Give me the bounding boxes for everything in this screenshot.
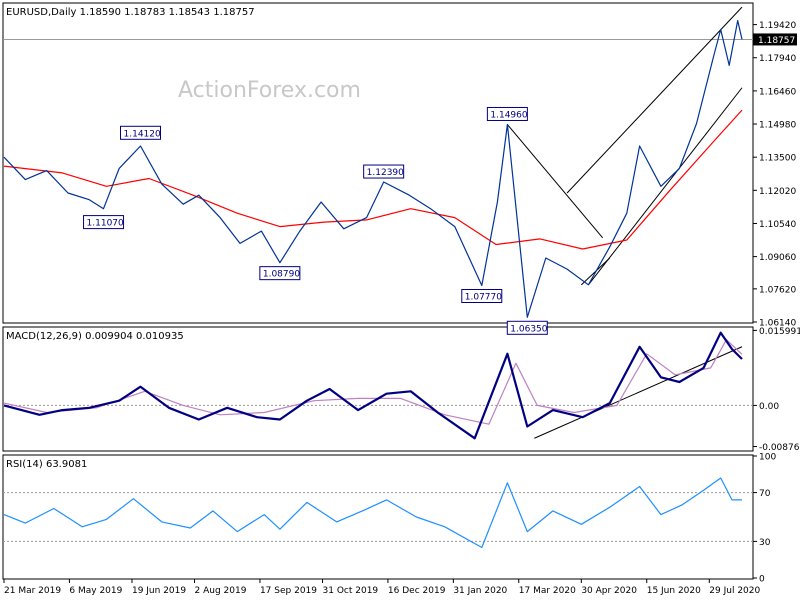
y-tick-label: 100 (759, 453, 776, 463)
annotation-box (259, 266, 301, 281)
price-title: EURUSD,Daily 1.18590 1.18783 1.18543 1.1… (6, 7, 255, 18)
price-layer: 1.19420 1.17940 1.16460 1.14980 1.13500 1.120… (3, 6, 797, 335)
x-tick-label: 19 Jun 2019 (132, 586, 186, 596)
y-tick-label: -0.00876 (759, 443, 800, 453)
annotation-box (363, 164, 405, 179)
macd-series-line (3, 331, 743, 440)
x-tick-label: 31 Oct 2019 (323, 586, 379, 596)
y-tick-label: 1.06140 (759, 319, 796, 329)
y-tick-label: 0 (759, 575, 765, 585)
annotation-label: 1.12390 (367, 168, 404, 178)
last-price-label: 1.18757 (758, 36, 795, 46)
rsi-panel (2, 454, 754, 580)
y-tick-label: 1.16460 (759, 87, 796, 97)
y-tick-label: 1.10540 (759, 220, 796, 230)
x-tick-label: 6 May 2019 (69, 586, 122, 596)
y-tick-label: 1.12020 (759, 187, 796, 197)
x-tick-label: 29 Jul 2020 (709, 586, 760, 596)
y-tick-label: 0.00 (759, 402, 779, 412)
x-tick-label: 21 Mar 2019 (4, 586, 61, 596)
annotation-label: 1.14960 (490, 110, 527, 120)
trendline (566, 6, 743, 194)
y-tick-label: 0.015991 (759, 327, 800, 337)
y-tick-label: 1.19420 (759, 21, 796, 31)
y-tick-label: 1.07620 (759, 285, 796, 295)
price-series-line (3, 109, 743, 250)
annotation-label: 1.08790 (263, 270, 300, 280)
x-tick-label: 16 Dec 2019 (388, 586, 446, 596)
rsi-title: RSI(14) 63.9081 (6, 459, 87, 470)
watermark: ActionForex.com (178, 78, 361, 103)
rsi-layer: 100 70 30 0 (3, 453, 776, 585)
annotation-box (506, 320, 548, 335)
x-tick-label: 31 Jan 2020 (453, 586, 507, 596)
annotation-box (486, 106, 528, 121)
x-tick-label: 15 Jun 2020 (647, 586, 701, 596)
y-tick-label: 1.14980 (759, 121, 796, 131)
last-price-box (753, 33, 797, 46)
annotation-label: 1.11070 (87, 219, 124, 229)
annotation-label: 1.07770 (465, 292, 502, 302)
price-series-line (3, 20, 743, 318)
y-tick-label: 1.17940 (759, 54, 796, 64)
macd-panel (2, 326, 754, 452)
annotation-label: 1.14120 (124, 129, 161, 139)
rsi-series-line (3, 477, 742, 549)
trendline (588, 87, 743, 286)
y-tick-label: 1.13500 (759, 154, 796, 164)
x-tick-label: 17 Mar 2020 (519, 586, 576, 596)
y-tick-label: 70 (759, 489, 771, 499)
x-tick-label: 30 Apr 2020 (581, 586, 637, 596)
x-tick-label: 2 Aug 2019 (195, 586, 247, 596)
macd-title: MACD(12,26,9) 0.009904 0.010935 (6, 331, 184, 342)
macd-layer: 0.015991 0.00 -0.00876 (3, 327, 800, 453)
annotation-label: 1.06350 (510, 324, 547, 334)
annotation-box (120, 125, 162, 140)
annotation-box (83, 215, 125, 230)
price-panel (2, 2, 754, 324)
trendline (506, 124, 604, 239)
x-axis: 21 Mar 2019 6 May 2019 19 Jun 2019 2 Aug 20… (3, 579, 761, 596)
annotation-box (461, 288, 503, 303)
y-tick-label: 30 (759, 538, 771, 548)
x-tick-label: 17 Sep 2019 (260, 586, 317, 596)
y-tick-label: 1.09060 (759, 253, 796, 263)
macd-series-line (3, 339, 743, 425)
